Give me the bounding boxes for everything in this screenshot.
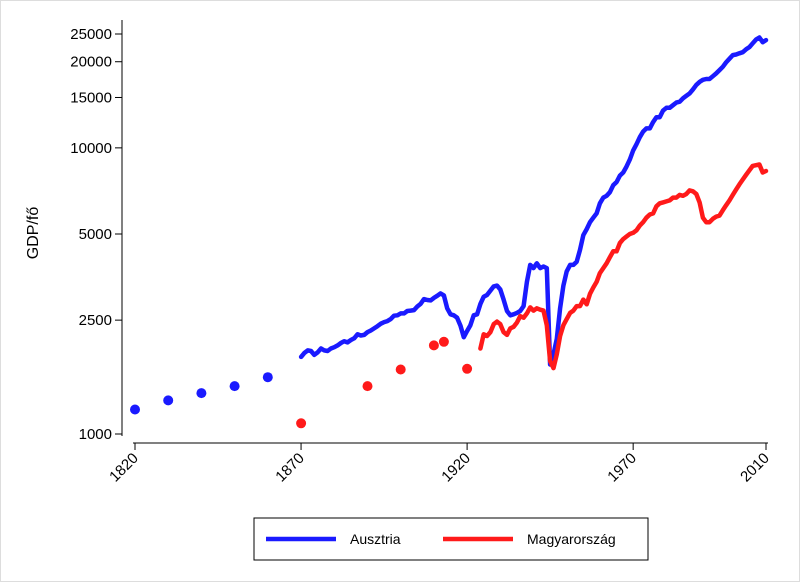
y-tick-label: 5000 bbox=[79, 226, 112, 243]
y-axis: 1000 2500 5000 10000 15000 20000 25000 bbox=[70, 20, 123, 443]
data-point-magyarorszag bbox=[462, 363, 473, 374]
data-point-ausztria bbox=[229, 381, 240, 392]
data-point-magyarorszag bbox=[395, 364, 406, 375]
y-tick-label: 20000 bbox=[70, 54, 112, 71]
data-point-magyarorszag bbox=[362, 381, 373, 392]
y-tick-label: 1000 bbox=[79, 426, 112, 443]
series-line-ausztria bbox=[298, 35, 769, 367]
data-point-ausztria bbox=[130, 404, 140, 415]
legend-label-magyarorszag: Magyarország bbox=[527, 531, 616, 547]
y-tick-label: 10000 bbox=[70, 140, 112, 157]
series-ausztria bbox=[130, 35, 769, 415]
data-point-ausztria bbox=[163, 395, 174, 406]
series-layer bbox=[130, 35, 769, 429]
data-point-ausztria bbox=[196, 388, 207, 399]
y-axis-title: GDP/fő bbox=[25, 207, 42, 260]
legend-label-ausztria: Ausztria bbox=[350, 531, 401, 547]
y-tick-label: 15000 bbox=[70, 89, 112, 106]
data-point-ausztria bbox=[262, 372, 273, 383]
series-line-magyarorszag bbox=[478, 162, 769, 371]
y-tick-label: 25000 bbox=[70, 26, 112, 43]
data-point-magyarorszag bbox=[428, 340, 439, 351]
data-point-magyarorszag bbox=[438, 336, 449, 347]
data-point-magyarorszag bbox=[296, 418, 307, 429]
series-magyarorszag bbox=[296, 162, 769, 429]
y-tick-label: 2500 bbox=[79, 312, 112, 329]
legend: Ausztria Magyarország bbox=[253, 517, 649, 561]
